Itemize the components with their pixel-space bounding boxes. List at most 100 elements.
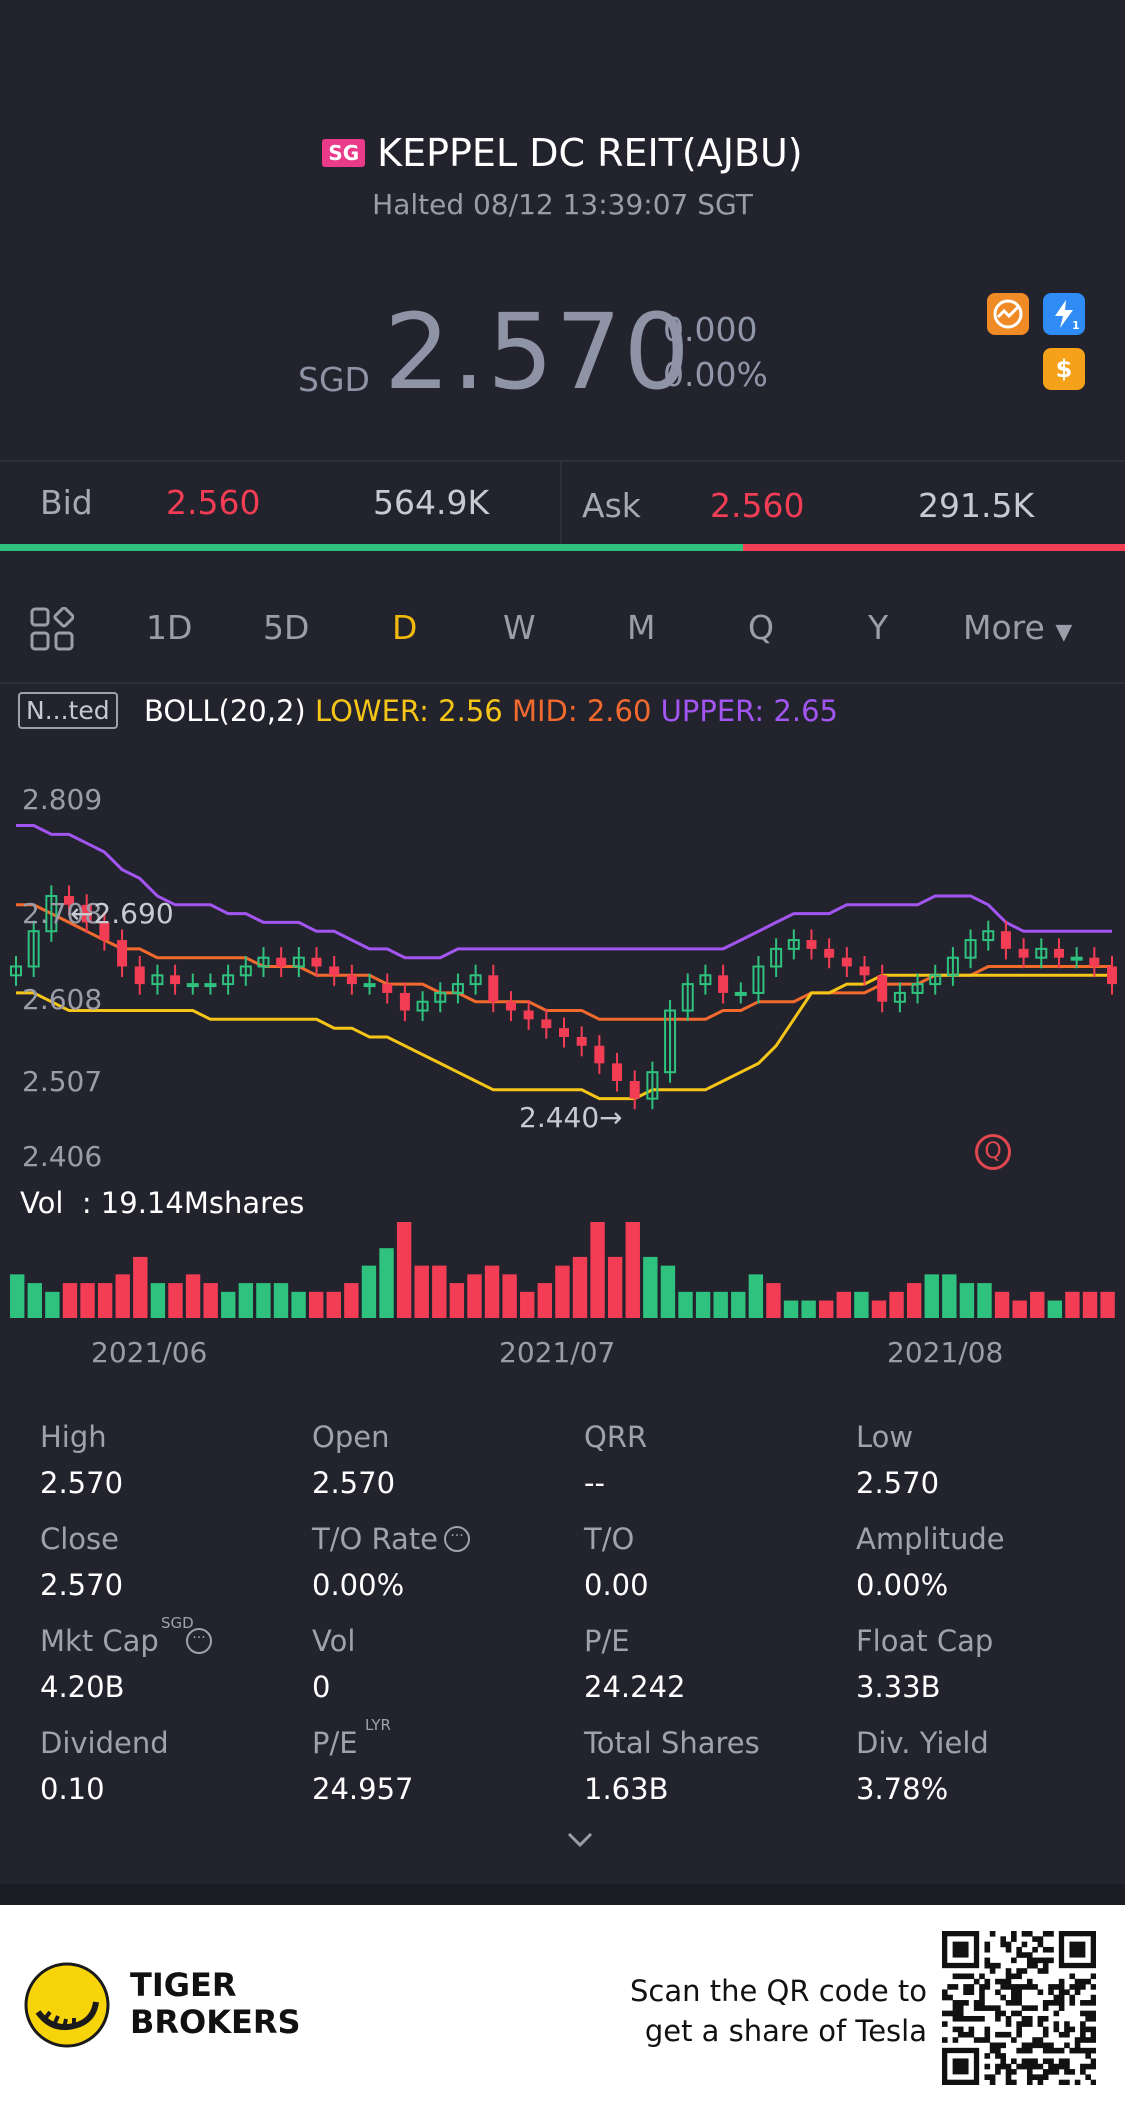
more-info-icon[interactable]: ··· [186,1628,212,1654]
qr-module [1058,1984,1065,1990]
title-row: SG KEPPEL DC REIT(AJBU) [0,128,1125,178]
candle-body [382,984,393,993]
qr-module [1042,2005,1049,2011]
y-tick: 2.507 [22,1065,103,1098]
qr-module [1042,2031,1049,2038]
qr-module [952,2000,959,2006]
layout-grid-icon[interactable] [30,606,75,655]
qr-module [979,1973,985,1980]
candle-body [787,939,800,950]
volume-bar [484,1265,500,1318]
volume-bar [97,1283,113,1318]
qr-module [1074,2037,1081,2043]
qr-module [1074,2047,1081,2054]
volume-layer [10,1222,1115,1318]
qr-module [1064,1989,1070,1996]
qr-module [1026,2042,1033,2049]
tab-y[interactable]: Y [868,608,889,647]
candle-body [1053,948,1064,958]
candle-body [257,956,270,968]
promo-line-1: Scan the QR code to [630,1974,927,2008]
candle-body [929,974,942,986]
qr-module [1085,2053,1091,2059]
candle-body [311,957,322,967]
tab-1d[interactable]: 1D [146,608,193,647]
volume-bar [1030,1291,1045,1318]
tab-m[interactable]: M [627,608,656,647]
candlestick-chart[interactable] [0,760,1125,1360]
qr-module [1011,2037,1017,2043]
ask-price: 2.560 [710,486,805,525]
volume-bar [801,1300,816,1318]
qr-module [968,1973,975,1980]
qr-module [1085,1978,1091,1985]
qr-module [1026,2063,1033,2070]
qr-module [1032,2005,1038,2011]
last-price: 2.570 [384,291,692,413]
candle-body [629,1081,640,1099]
qr-module [1042,2015,1049,2022]
candle-body [664,1009,677,1074]
qr-module [957,2005,964,2011]
tab-w[interactable]: W [503,608,536,647]
candle-body [734,991,747,996]
chevron-down-icon[interactable] [565,1830,595,1854]
qr-module [1000,1936,1007,1942]
qr-module [1053,2069,1060,2075]
qr-module [984,2005,991,2011]
qr-module [1005,1946,1012,1953]
tab-q[interactable]: Q [748,608,774,647]
qr-module [1021,2021,1028,2027]
qr-module [1037,1936,1044,1942]
candle-body [1035,947,1048,959]
candle-body [681,983,694,1012]
qr-module [1090,1984,1097,1990]
qr-module [984,1962,991,1969]
qr-module [1011,1984,1017,1990]
q-event-icon[interactable]: Q [975,1134,1011,1170]
qr-module [1080,2026,1086,2033]
stat-label: Dividend [40,1726,169,1760]
stat-label: P/E [312,1726,358,1760]
lightning-one-icon[interactable]: 1 [1043,293,1085,335]
qr-module [1005,1984,1012,1990]
qr-module [973,2037,980,2043]
candle-body [841,957,852,967]
volume-bar [45,1291,60,1318]
volume-bar [168,1283,183,1318]
candle-body [752,965,765,994]
candle-body [824,948,835,958]
qr-module [995,2015,1001,2022]
candle-body [1018,948,1029,958]
chart-mode-toggle[interactable]: N...ted [18,692,118,729]
qr-module [973,2015,980,2022]
x-tick: 2021/07 [499,1336,616,1369]
qr-module [1005,2079,1012,2086]
qr-module [1016,1984,1022,1990]
qr-module [1048,1984,1054,1990]
qr-module [1069,2000,1076,2006]
qr-code-icon[interactable] [942,1931,1097,2089]
stat-value: 2.570 [40,1466,124,1500]
tab-5d[interactable]: 5D [263,608,310,647]
qr-module [1026,1957,1033,1964]
qr-module [957,2000,964,2006]
qr-module [952,2010,959,2017]
volume-bar [80,1283,95,1318]
dollar-icon[interactable]: $ [1043,348,1085,390]
activity-icon[interactable] [987,293,1029,335]
tab-more[interactable]: More ▼ [963,608,1072,647]
volume-bar [924,1274,939,1318]
qr-module [1026,2021,1033,2027]
stat-value: 24.957 [312,1772,414,1806]
more-info-icon[interactable]: ··· [444,1526,470,1552]
tab-d[interactable]: D [392,608,418,647]
qr-module [942,1994,948,2001]
stat-value: 2.570 [40,1568,124,1602]
qr-module [989,1962,996,1969]
x-tick: 2021/06 [91,1336,208,1369]
candle-body [964,939,977,959]
qr-module [1032,2037,1038,2043]
qr-module [989,2042,996,2049]
qr-module [984,1984,991,1990]
